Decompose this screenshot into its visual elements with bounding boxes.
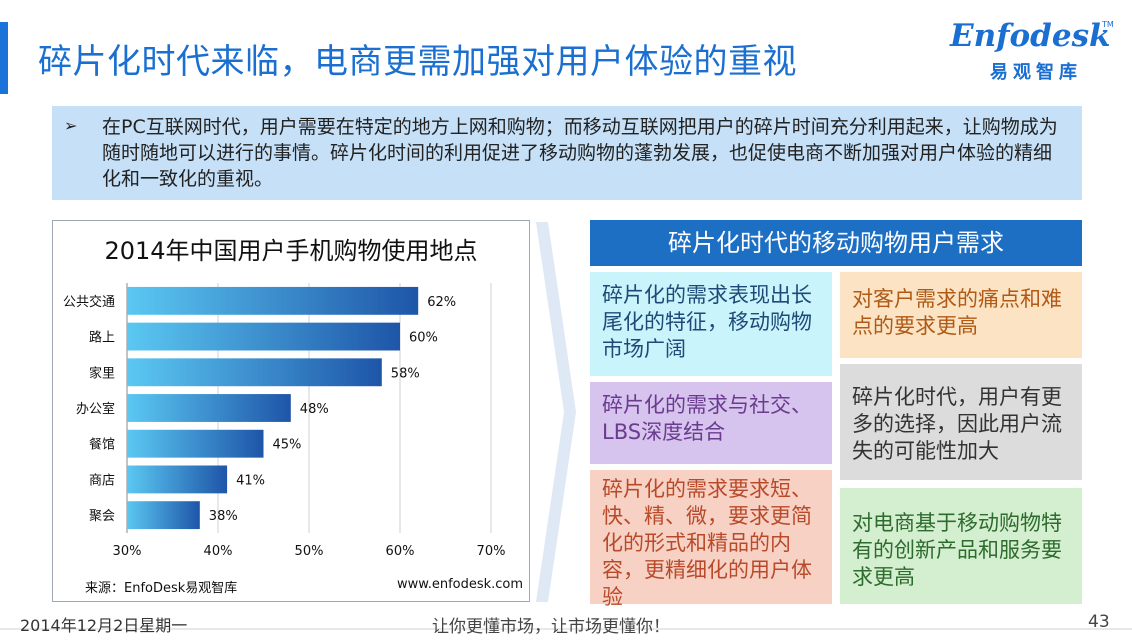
bar: [127, 394, 291, 422]
value-label: 58%: [391, 366, 420, 381]
logo-chinese-name: 易观智库: [990, 62, 1082, 83]
value-label: 45%: [273, 438, 302, 453]
bar: [127, 501, 200, 530]
value-label: 60%: [409, 331, 438, 346]
x-tick-label: 60%: [386, 544, 415, 559]
category-label: 路上: [89, 330, 115, 346]
category-label: 办公室: [76, 401, 115, 417]
title-accent-bar: [0, 22, 8, 94]
value-label: 41%: [236, 473, 265, 488]
logo-trademark: TM: [1102, 20, 1114, 29]
bar: [127, 322, 400, 351]
intro-text: 在PC互联网时代，用户需要在特定的地方上网和购物；而移动互联网把用户的碎片时间充…: [102, 116, 1058, 190]
demand-card-user-churn: 碎片化时代，用户有更多的选择，因此用户流失的可能性加大: [840, 364, 1082, 480]
value-label: 48%: [300, 402, 329, 417]
page-number: 43: [1088, 612, 1110, 632]
usage-location-chart: 2014年中国用户手机购物使用地点 30% 40% 50% 60% 70% 公共交通 62%…: [52, 220, 530, 602]
category-label: 商店: [89, 473, 115, 488]
chart-url: www.enfodesk.com: [397, 577, 524, 592]
x-tick-label: 40%: [204, 544, 233, 559]
footer-date: 2014年12月2日星期一: [20, 616, 188, 635]
bar: [127, 465, 228, 494]
x-tick-label: 70%: [477, 544, 506, 559]
chart-plot: 30% 40% 50% 60% 70% 公共交通 62% 路上 60% 家里 58% 办公室 48% 餐馆…: [63, 283, 506, 559]
value-label: 62%: [427, 295, 456, 310]
enfodesk-logo: Enfodesk TM 易观智库: [950, 18, 1114, 84]
page-title: 碎片化时代来临，电商更需加强对用户体验的重视: [38, 42, 797, 82]
x-tick-label: 30%: [113, 544, 142, 559]
bar: [127, 286, 419, 315]
category-label: 餐馆: [89, 437, 115, 453]
chart-source: 来源：EnfoDesk易观智库: [85, 581, 238, 596]
footer-slogan: 让你更懂市场，让市场更懂你！: [432, 617, 670, 637]
demand-card-social-lbs: 碎片化的需求与社交、LBS深度结合: [590, 382, 832, 464]
x-tick-label: 50%: [295, 544, 324, 559]
demand-card-innovation: 对电商基于移动购物特有的创新产品和服务要求更高: [840, 488, 1082, 604]
category-label: 公共交通: [63, 294, 115, 310]
chart-title: 2014年中国用户手机购物使用地点: [104, 237, 478, 265]
arrow-bullet-icon: ➢: [64, 116, 78, 135]
demand-card-long-tail: 碎片化的需求表现出长尾化的特征，移动购物市场广阔: [590, 272, 832, 376]
chevron-right-icon: [536, 222, 576, 602]
demand-card-pain-points: 对客户需求的痛点和难点的要求更高: [840, 272, 1082, 358]
category-label: 家里: [89, 365, 115, 381]
value-label: 38%: [209, 509, 238, 524]
logo-wordmark: Enfodesk: [950, 18, 1111, 54]
category-label: 聚会: [89, 509, 115, 524]
intro-panel: ➢ 在PC互联网时代，用户需要在特定的地方上网和购物；而移动互联网把用户的碎片时…: [52, 106, 1082, 200]
bar: [127, 358, 382, 387]
demand-header: 碎片化时代的移动购物用户需求: [590, 220, 1082, 266]
footer-divider: [0, 628, 1132, 630]
demand-card-simplified: 碎片化的需求要求短、快、精、微，要求更简化的形式和精品的内容，更精细化的用户体验: [590, 470, 832, 609]
bar: [127, 429, 264, 458]
